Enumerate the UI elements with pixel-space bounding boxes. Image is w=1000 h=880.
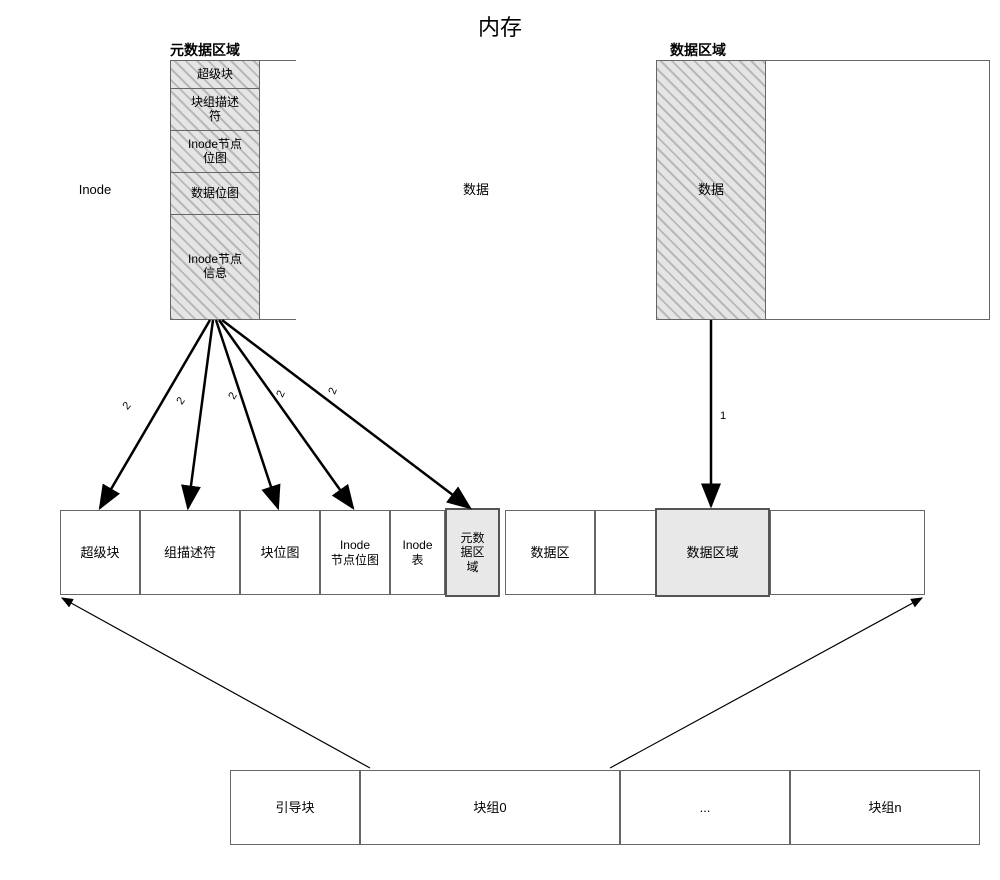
disk-boot-block: 引导块 — [230, 770, 360, 845]
bg-data-area-label: 数据区 — [530, 545, 569, 561]
disk-block-group-0-label: 块组0 — [473, 800, 506, 816]
memory-data-hatched: 数据 — [656, 60, 766, 320]
bg-block-bitmap: 块位图 — [240, 510, 320, 595]
bg-inode-bitmap: Inode 节点位图 — [320, 510, 390, 595]
bg-inode-bitmap-label: Inode 节点位图 — [331, 538, 379, 567]
stack-data-bitmap: 数据位图 — [171, 173, 259, 215]
edge-label-2e: 2 — [326, 386, 339, 396]
metadata-stack: 超级块 块组描述 符 Inode节点 位图 数据位图 Inode节点 信息 — [170, 60, 260, 320]
edge-label-2b: 2 — [174, 395, 187, 407]
disk-block-group-n: 块组n — [790, 770, 980, 845]
disk-ellipsis-label: ... — [700, 800, 711, 816]
header-data-region: 数据区域 — [670, 40, 726, 60]
bg-inode-table: Inode 表 — [390, 510, 445, 595]
header-metadata-region: 元数据区域 — [170, 40, 240, 60]
bg-superblock-label: 超级块 — [80, 545, 119, 561]
disk-ellipsis: ... — [620, 770, 790, 845]
diagram-canvas: 内存 元数据区域 数据区域 Inode 超级块 块组描述 符 Inode节点 位… — [10, 10, 990, 870]
bg-group-desc: 组描述符 — [140, 510, 240, 595]
disk-block-group-n-label: 块组n — [868, 800, 901, 816]
stack-blockgroup-desc: 块组描述 符 — [171, 89, 259, 131]
edge-label-2a: 2 — [120, 400, 133, 412]
bg-data-region: 数据区域 — [655, 508, 770, 597]
memory-data2-label: 数据 — [698, 182, 724, 198]
stack-inode-info: Inode节点 信息 — [171, 215, 259, 319]
edge-label-1: 1 — [720, 410, 726, 422]
bg-block-bitmap-label: 块位图 — [260, 545, 299, 561]
stack-superblock: 超级块 — [171, 61, 259, 89]
bg-gap — [595, 510, 655, 595]
memory-data1-label: 数据 — [463, 182, 489, 198]
bg-inode-table-label: Inode 表 — [402, 538, 432, 567]
edge-label-2c: 2 — [226, 390, 239, 401]
bg-tail — [770, 510, 925, 595]
bg-group-desc-label: 组描述符 — [164, 545, 216, 561]
bg-data-area: 数据区 — [505, 510, 595, 595]
bg-meta-region: 元数 据区 域 — [445, 508, 500, 597]
edge-label-2d: 2 — [274, 389, 287, 400]
disk-boot-block-label: 引导块 — [275, 800, 314, 816]
page-title: 内存 — [430, 10, 570, 42]
bg-meta-region-label: 元数 据区 域 — [460, 531, 484, 574]
stack-inode-bitmap: Inode节点 位图 — [171, 131, 259, 173]
memory-inode-label: Inode — [79, 182, 112, 198]
bg-superblock: 超级块 — [60, 510, 140, 595]
memory-inode-cell: Inode — [20, 60, 170, 320]
disk-block-group-0: 块组0 — [360, 770, 620, 845]
memory-data1-cell: 数据 — [296, 60, 656, 320]
bg-data-region-label: 数据区域 — [686, 545, 738, 561]
